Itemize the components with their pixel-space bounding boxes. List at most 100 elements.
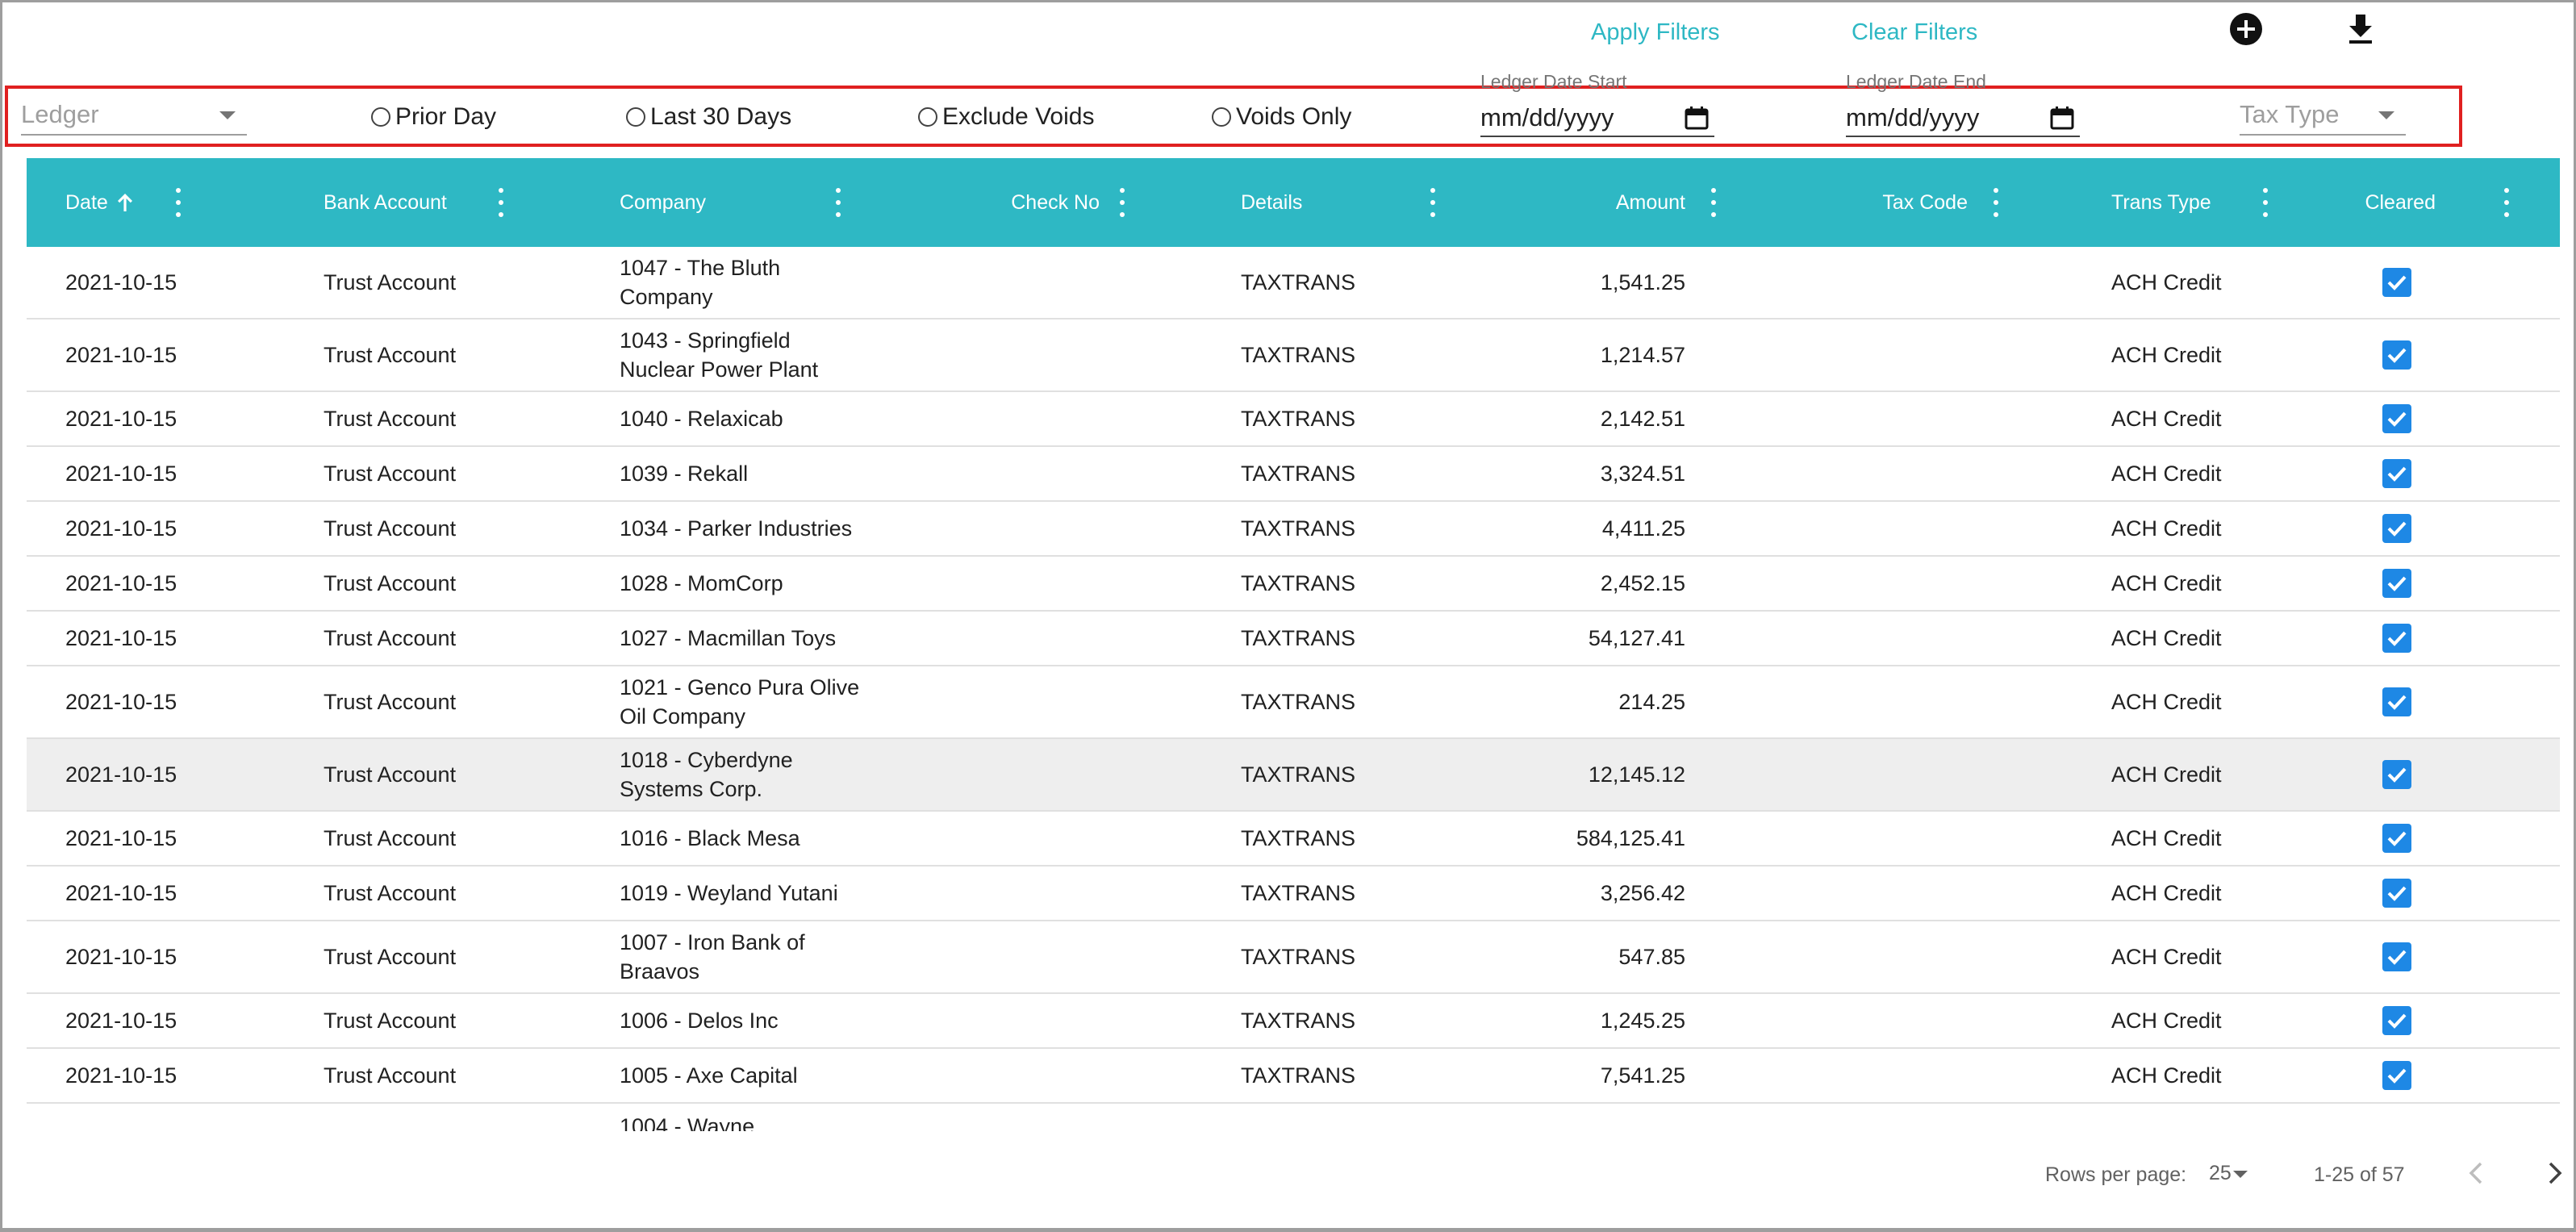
calendar-icon[interactable]	[2049, 105, 2075, 131]
download-icon[interactable]	[2343, 11, 2378, 47]
column-header-date[interactable]: Date	[65, 158, 134, 247]
radio-label: Last 30 Days	[650, 103, 792, 130]
cleared-checkbox[interactable]	[2382, 459, 2411, 488]
column-menu-amount[interactable]	[1707, 158, 1723, 247]
apply-filters-button[interactable]: Apply Filters	[1591, 19, 1720, 45]
cleared-checkbox[interactable]	[2382, 1061, 2411, 1090]
table-row[interactable]: 1004 - Wayne	[27, 1104, 2560, 1131]
cell-date: 2021-10-15	[65, 690, 177, 714]
column-menu-trans-type[interactable]	[2259, 158, 2275, 247]
cell-amount: 3,256.42	[1600, 881, 1685, 905]
add-circle-icon[interactable]	[2228, 11, 2264, 47]
column-header-tax-code[interactable]: Tax Code	[1761, 158, 1968, 247]
more-vert-icon[interactable]	[2500, 186, 2513, 219]
chevron-right-icon	[2549, 1162, 2562, 1184]
cell-tax-code	[1761, 739, 1968, 810]
column-menu-cleared[interactable]	[2500, 158, 2516, 247]
cell-bank-account: Trust Account	[324, 826, 457, 850]
more-vert-icon[interactable]	[2259, 186, 2272, 219]
column-menu-bank-account[interactable]	[495, 158, 511, 247]
cleared-checkbox[interactable]	[2382, 569, 2411, 598]
table-row[interactable]: 2021-10-15 Trust Account 1034 - Parker Ind…	[27, 502, 2560, 557]
more-vert-icon[interactable]	[172, 186, 185, 219]
column-menu-check-no[interactable]	[1116, 158, 1132, 247]
cleared-checkbox[interactable]	[2382, 760, 2411, 789]
cell-company: 1039 - Rekall	[620, 461, 749, 486]
chevron-down-icon	[219, 111, 236, 119]
column-header-trans-type[interactable]: Trans Type	[2111, 158, 2211, 247]
more-vert-icon[interactable]	[1989, 186, 2002, 219]
cell-details: TAXTRANS	[1241, 881, 1356, 905]
table-row[interactable]: 2021-10-15 Trust Account 1016 - Black Mesa…	[27, 812, 2560, 867]
more-vert-icon[interactable]	[495, 186, 507, 219]
ledger-date-end-label: Ledger Date End	[1846, 71, 1986, 92]
table-row[interactable]: 2021-10-15 Trust Account 1027 - Macmillan …	[27, 612, 2560, 666]
column-header-company[interactable]: Company	[620, 158, 706, 247]
cell-check-no	[874, 1104, 1100, 1131]
table-row[interactable]: 2021-10-15 Trust Account 1039 - Rekall TAXT…	[27, 447, 2560, 502]
cell-trans-type: ACH Credit	[2111, 343, 2222, 367]
radio-exclude-voids[interactable]: Exclude Voids	[918, 103, 1094, 131]
cell-date: 2021-10-15	[65, 945, 177, 969]
column-menu-company[interactable]	[832, 158, 848, 247]
cell-trans-type: ACH Credit	[2111, 407, 2222, 431]
column-header-check-no[interactable]: Check No	[874, 158, 1100, 247]
table-row[interactable]: 2021-10-15 Trust Account 1028 - MomCorp TAX…	[27, 557, 2560, 612]
cell-check-no	[874, 867, 1100, 920]
more-vert-icon[interactable]	[832, 186, 845, 219]
table-row[interactable]: 2021-10-15 Trust Account 1007 - Iron Bank …	[27, 921, 2560, 994]
radio-voids-only[interactable]: Voids Only	[1212, 103, 1351, 131]
cleared-checkbox[interactable]	[2382, 340, 2411, 370]
pagination-range: 1-25 of 57	[2314, 1163, 2405, 1186]
column-menu-date[interactable]	[172, 158, 188, 247]
cell-date: 2021-10-15	[65, 626, 177, 650]
cleared-checkbox[interactable]	[2382, 514, 2411, 543]
sort-ascending-icon[interactable]	[116, 192, 134, 213]
clear-filters-button[interactable]: Clear Filters	[1852, 19, 1978, 45]
chevron-down-icon	[2378, 111, 2394, 119]
radio-circle-icon	[371, 107, 390, 127]
cleared-checkbox[interactable]	[2382, 1006, 2411, 1035]
tax-type-select[interactable]: Tax Type	[2240, 94, 2406, 136]
rows-per-page-select[interactable]: 25	[2209, 1162, 2248, 1185]
ledger-date-end-input[interactable]: mm/dd/yyyy	[1846, 97, 2080, 137]
ledger-date-start-label: Ledger Date Start	[1480, 71, 1627, 92]
calendar-icon[interactable]	[1684, 105, 1710, 131]
ledger-date-end: Ledger Date End mm/dd/yyyy	[1846, 71, 2080, 140]
table-row[interactable]: 2021-10-15 Trust Account 1019 - Weyland Yu…	[27, 867, 2560, 921]
table-row[interactable]: 2021-10-15 Trust Account 1018 - Cyberdyne …	[27, 739, 2560, 812]
column-header-details[interactable]: Details	[1241, 158, 1302, 247]
cell-bank-account: Trust Account	[324, 270, 457, 294]
table-row[interactable]: 2021-10-15 Trust Account 1021 - Genco Pura…	[27, 666, 2560, 739]
cell-date: 2021-10-15	[65, 826, 177, 850]
cell-check-no	[874, 812, 1100, 865]
cleared-checkbox[interactable]	[2382, 824, 2411, 853]
cell-bank-account: Trust Account	[324, 881, 457, 905]
more-vert-icon[interactable]	[1116, 186, 1129, 219]
ledger-select[interactable]: Ledger	[21, 94, 247, 136]
column-header-cleared[interactable]: Cleared	[2286, 158, 2436, 247]
table-row[interactable]: 2021-10-15 Trust Account 1043 - Springfiel…	[27, 319, 2560, 392]
cleared-checkbox[interactable]	[2382, 624, 2411, 653]
table-row[interactable]: 2021-10-15 Trust Account 1006 - Delos Inc T…	[27, 994, 2560, 1049]
ledger-date-start-input[interactable]: mm/dd/yyyy	[1480, 97, 1714, 137]
cell-trans-type: ACH Credit	[2111, 516, 2222, 541]
more-vert-icon[interactable]	[1707, 186, 1720, 219]
cleared-checkbox[interactable]	[2382, 404, 2411, 433]
radio-prior-day[interactable]: Prior Day	[371, 103, 496, 131]
radio-last-30-days[interactable]: Last 30 Days	[626, 103, 791, 131]
table-row[interactable]: 2021-10-15 Trust Account 1040 - Relaxicab T…	[27, 392, 2560, 447]
next-page-button[interactable]	[2538, 1155, 2570, 1191]
column-menu-details[interactable]	[1426, 158, 1442, 247]
previous-page-button[interactable]	[2461, 1155, 2493, 1191]
column-header-amount[interactable]: Amount	[1479, 158, 1685, 247]
cleared-checkbox[interactable]	[2382, 268, 2411, 297]
column-header-bank-account[interactable]: Bank Account	[324, 158, 447, 247]
cleared-checkbox[interactable]	[2382, 942, 2411, 971]
column-menu-tax-code[interactable]	[1989, 158, 2006, 247]
table-row[interactable]: 2021-10-15 Trust Account 1047 - The Bluth …	[27, 247, 2560, 319]
cleared-checkbox[interactable]	[2382, 879, 2411, 908]
more-vert-icon[interactable]	[1426, 186, 1439, 219]
table-row[interactable]: 2021-10-15 Trust Account 1005 - Axe Capita…	[27, 1049, 2560, 1104]
cleared-checkbox[interactable]	[2382, 687, 2411, 716]
